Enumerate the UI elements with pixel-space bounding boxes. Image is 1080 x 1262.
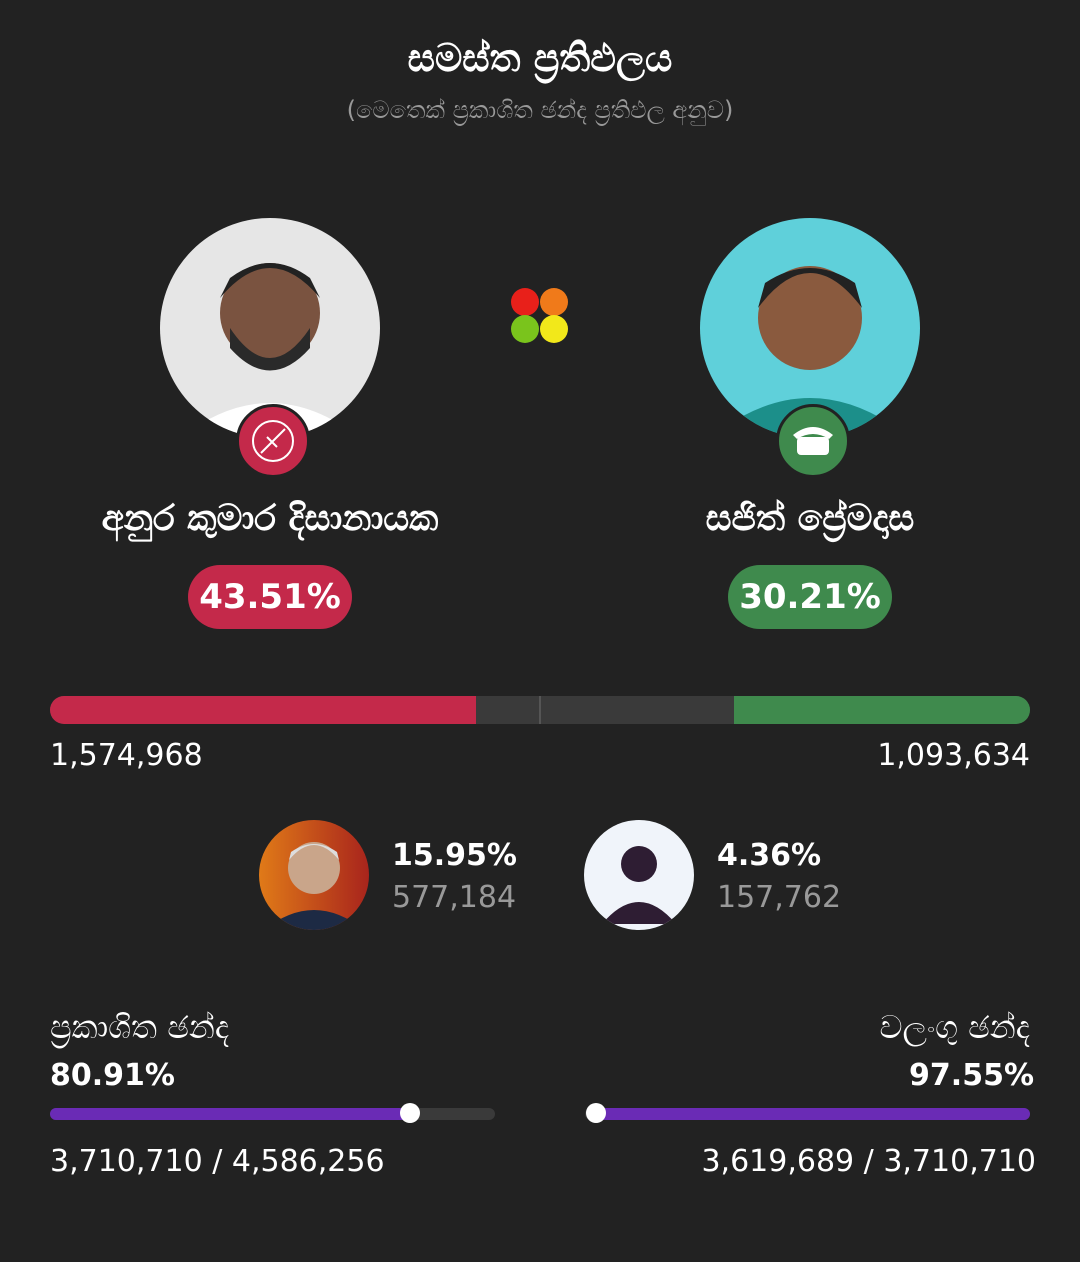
knob [585,1103,606,1123]
candidate-name: සජිත් ප්‍රේමදාස [705,498,915,539]
midline [539,696,541,724]
votes: 577,184 [392,880,517,915]
stat-count: 3,619,689 / 3,710,710 [701,1144,1036,1179]
photo [700,218,920,438]
share-bar [50,696,477,724]
stat-label: ප්‍රකාශිත ඡන්ද [50,1008,230,1046]
stat-rate: 97.55% [909,1058,1034,1093]
subtitle: (මෙතෙක් ප්‍රකාශිත ඡන්ද ප්‍රතිඵල අනුව) [346,96,734,124]
photo [160,218,380,438]
votes: 157,762 [717,880,842,915]
share-bar [733,696,1030,724]
rate-fill [595,1108,1030,1120]
rate-fill [50,1108,411,1120]
symbol [793,427,833,455]
logo [511,288,568,343]
stat-bar [50,1103,495,1123]
photo [259,820,369,930]
vote-bar [50,696,1030,724]
candidate-name: අනුර කුමාර දිසානායක [101,498,439,539]
party-symbol [776,404,850,478]
knob [400,1103,421,1123]
stat-label: වලංගු ඡන්ද [879,1008,1030,1046]
stat-bar [585,1103,1030,1123]
stat-count: 3,710,710 / 4,586,256 [50,1144,385,1179]
photo [584,820,694,930]
title: සමස්ත ප්‍රතිඵලය [407,36,673,80]
stat-rate: 80.91% [50,1058,175,1093]
avatar [602,846,676,924]
votes: 1,574,968 [50,738,203,773]
share-pill: 30.21% [728,565,892,629]
share-pill: 43.51% [188,565,352,629]
votes: 1,093,634 [877,738,1030,773]
share: 15.95% [392,838,517,873]
party-symbol [236,404,310,478]
symbol [252,420,294,462]
share: 4.36% [717,838,822,873]
avatar [264,842,364,930]
